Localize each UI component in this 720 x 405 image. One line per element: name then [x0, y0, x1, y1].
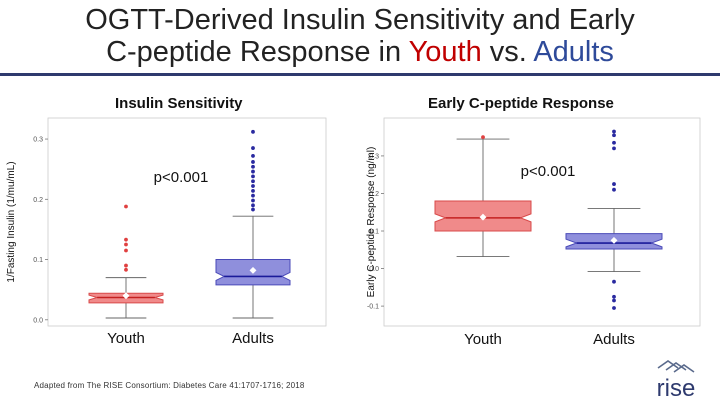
panel-2-p-value: p<0.001	[521, 163, 576, 180]
panel-2-ylabel: Early C-peptide Response (ng/ml)	[366, 147, 377, 298]
panel-1-adults-outlier-point	[251, 146, 255, 150]
panel-1-ytick-label: 0.0	[33, 317, 43, 324]
panel-2-ytick-label: 0.3	[369, 153, 379, 160]
panel-1-youth-outlier-point	[124, 204, 128, 209]
title-line-2-mid: vs.	[481, 36, 534, 68]
panel-2-adults-mean-marker	[610, 236, 618, 244]
panel-1-p-value: p<0.001	[154, 169, 209, 186]
panel-1-ytick-label: 0.2	[33, 197, 43, 204]
right-panel-title: Early C-peptide Response	[428, 95, 614, 112]
panel-1-adults-outlier-point	[251, 188, 255, 193]
citation-footer: Adapted from The RISE Consortium: Diabet…	[34, 381, 305, 390]
panel-1-adults-category-label: Adults	[232, 330, 274, 347]
panel-1-adults-outlier-point	[251, 169, 255, 174]
panel-2-youth-outlier-point	[481, 135, 485, 140]
logo-text: rise	[657, 375, 696, 402]
panel-1-youth-outlier-point	[124, 242, 128, 247]
panel-1-youth-outlier-point	[124, 267, 128, 272]
panel-2-adults-category-label: Adults	[593, 331, 635, 348]
panel-1-adults-outlier-point	[251, 193, 255, 198]
panel-2-adults-outlier-point	[612, 182, 616, 186]
panel-1-ylabel: 1/Fasting Insulin (1/mu/mL)	[6, 161, 17, 282]
panel-1-adults-outlier-point	[251, 164, 255, 169]
panel-1-adults-outlier-point	[251, 198, 255, 203]
panel-2-ytick-label: 0.1	[369, 229, 379, 236]
panel-2-adults-outlier-point	[612, 187, 616, 192]
panel-1-adults-outlier-point	[251, 129, 255, 134]
panel-1-adults-outlier-point	[251, 203, 255, 208]
panel-1-ytick-label: 0.3	[33, 137, 43, 144]
rise-logo-icon: rise	[657, 360, 696, 402]
panel-1-ytick-label: 0.1	[33, 257, 43, 264]
panel-1-youth-outlier-point	[124, 263, 128, 268]
slide-title: OGTT-Derived Insulin Sensitivity and Ear…	[0, 4, 720, 68]
panel-1-youth-outlier-point	[124, 248, 128, 253]
title-line-2: C-peptide Response in Youth vs. Adults	[0, 36, 720, 68]
panel-1-adults-outlier-point	[251, 174, 255, 179]
panel-2-adults-outlier-point	[612, 133, 616, 138]
panel-1-frame	[47, 117, 327, 327]
panel-1-adults-outlier-point	[251, 154, 255, 158]
panel-2-youth-category-label: Youth	[464, 331, 502, 348]
panel-2-adults-outlier-point	[612, 306, 616, 310]
panel-2-ytick-label: 0.2	[369, 191, 379, 198]
panel-1-youth-outlier-point	[124, 237, 128, 242]
panel-2-adults-outlier-point	[612, 146, 616, 151]
panel-2-ytick-label: -0.1	[367, 304, 379, 311]
panel-2-adults-outlier-point	[612, 294, 616, 299]
panel-1-adults-outlier-point	[251, 179, 255, 184]
panel-2-ytick-label: 0.0	[369, 266, 379, 273]
panel-2-adults-outlier-point	[612, 140, 616, 145]
title-adults-word: Adults	[533, 36, 614, 68]
title-divider	[0, 73, 720, 76]
panel-1-youth-category-label: Youth	[107, 330, 145, 347]
panel-1-adults-outlier-point	[251, 184, 255, 188]
title-youth-word: Youth	[408, 36, 482, 68]
panel-2-adults-outlier-point	[612, 279, 616, 284]
panel-2-youth-mean-marker	[479, 213, 487, 221]
panel-2-adults-outlier-point	[612, 298, 616, 303]
title-line-2-prefix: C-peptide Response in	[106, 36, 409, 68]
panel-1-adults-outlier-point	[251, 160, 255, 164]
panel-1-youth-mean-marker	[122, 292, 130, 300]
panel-1-adults-outlier-point	[251, 207, 255, 212]
panel-1-adults-mean-marker	[249, 266, 257, 274]
panel-2-adults-outlier-point	[612, 129, 616, 134]
panel-2-frame	[383, 117, 701, 327]
title-line-1: OGTT-Derived Insulin Sensitivity and Ear…	[85, 4, 635, 36]
left-panel-title: Insulin Sensitivity	[115, 95, 243, 112]
